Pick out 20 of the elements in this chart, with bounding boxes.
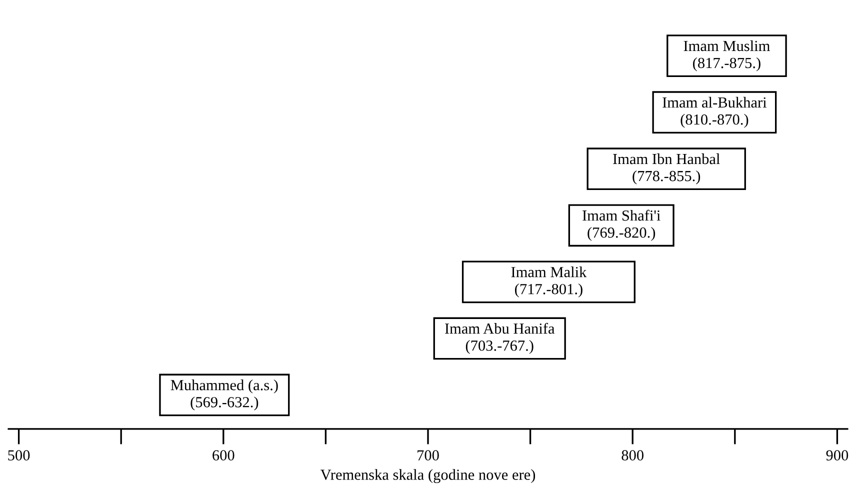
data-label: Imam Muslim (817.-875.) [684, 40, 770, 72]
x-tick-label: 700 [418, 450, 439, 460]
x-tick-label: 800 [622, 450, 644, 460]
x-axis-title: Vremenska skala (godine nove ere) [320, 469, 536, 484]
data-label: Imam Malik (717.-801.) [511, 266, 587, 298]
data-label: Imam Ibn Hanbal (778.-855.) [613, 153, 720, 184]
data-label: Imam al-Bukhari (810.-870.) [662, 96, 767, 128]
data-label: Imam Abu Hanifa (703.-767.) [445, 322, 555, 354]
data-label: Imam Shafi'i (769.-820.) [582, 210, 660, 241]
x-tick-label: 600 [212, 450, 234, 460]
bar [568, 204, 674, 247]
bar [159, 374, 290, 416]
bar [433, 317, 566, 360]
bar [666, 34, 787, 77]
x-tick-label: 500 [8, 450, 30, 460]
x-tick-label: 900 [826, 450, 848, 460]
bar [586, 148, 746, 190]
bar [462, 260, 636, 304]
data-label: Muhammed (a.s.) (569.-632.) [170, 380, 278, 410]
bar [652, 91, 777, 134]
